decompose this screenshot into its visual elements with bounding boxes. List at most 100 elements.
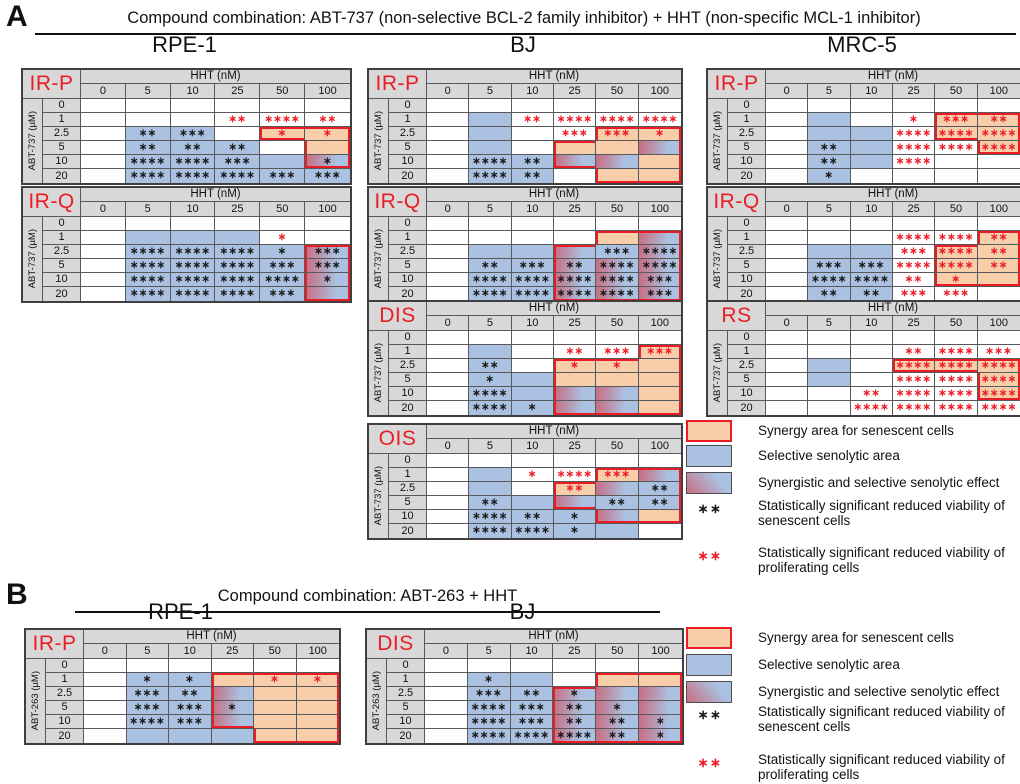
matrix-cell: ∗∗∗∗ — [469, 387, 512, 401]
matrix-cell — [305, 99, 350, 113]
significance-marks: ∗∗∗ — [603, 345, 631, 357]
matrix-cell: ∗ — [808, 169, 851, 183]
significance-marks: ∗∗∗∗ — [599, 288, 635, 299]
matrix-cell — [808, 113, 851, 127]
significance-marks: ∗∗∗∗ — [853, 273, 890, 285]
matrix-cell: ∗∗∗ — [638, 345, 681, 359]
matrix-cell — [170, 217, 216, 231]
matrix-cell — [553, 99, 597, 113]
matrix-cell — [596, 373, 639, 387]
drug-dose-header: 10 — [728, 155, 766, 169]
legend-label: Synergy area for senescent cells — [758, 630, 954, 645]
significance-marks: ∗∗∗∗ — [981, 402, 1017, 413]
significance-marks: ∗∗∗ — [224, 155, 251, 167]
significance-marks: ∗∗∗∗ — [556, 468, 593, 480]
significance-marks: ∗ — [570, 359, 580, 371]
matrix-cell: ∗∗∗∗ — [892, 231, 936, 245]
matrix-cell: ∗∗∗∗ — [850, 401, 893, 415]
matrix-cell: ∗∗∗∗ — [892, 141, 936, 155]
matrix-cell — [553, 331, 597, 345]
matrix-cell — [850, 373, 893, 387]
matrix-cell — [511, 454, 554, 468]
matrix-cell — [254, 659, 297, 673]
significance-marks: ∗∗∗∗ — [472, 288, 508, 299]
matrix-cell — [766, 127, 809, 141]
matrix-a-mrc-5-ir-p: IR-P HHT (nM) 0 5 10 25 50 100 ABT-737 (µM) 0 1 ∗ ∗∗… — [706, 68, 1020, 185]
matrix-cell — [553, 169, 597, 183]
matrix-cell — [638, 359, 681, 373]
matrix-cell: ∗∗∗ — [596, 468, 639, 482]
matrix-cell — [596, 659, 640, 673]
matrix-a-rpe-1-ir-p: IR-P HHT (nM) 0 5 10 25 50 100 ABT-737 (µM) 0 1 ∗∗ ∗… — [21, 68, 352, 185]
drug-dose-header: 20 — [389, 524, 427, 538]
legend-label: Statistically significant reduced viabil… — [758, 704, 1005, 734]
matrix-cell — [169, 729, 212, 743]
matrix-cell: ∗∗ — [125, 127, 171, 141]
matrix-cell: ∗∗ — [169, 687, 212, 701]
matrix-cell: ∗ — [892, 113, 936, 127]
significance-marks: ∗∗∗∗ — [264, 273, 300, 285]
matrix-cell — [81, 273, 126, 287]
matrix-cell: ∗∗∗ — [510, 715, 554, 729]
matrix-cell: ∗∗∗ — [169, 701, 212, 715]
matrix-cell: ∗∗∗∗ — [469, 155, 512, 169]
drug-dose-header: 0 — [728, 217, 766, 231]
matrix-cell: ∗∗∗∗ — [977, 141, 1020, 155]
matrix-cell: ∗∗∗ — [638, 287, 681, 301]
drug-dose-header: 1 — [728, 113, 766, 127]
matrix-cell — [850, 331, 893, 345]
significance-marks: ∗∗∗∗ — [895, 402, 932, 413]
significance-marks: ∗∗∗ — [646, 345, 674, 357]
significance-marks: ∗∗∗ — [314, 245, 341, 257]
significance-marks: ∗ — [655, 127, 665, 139]
matrix-cell: ∗∗∗∗ — [126, 715, 169, 729]
matrix-cell — [81, 113, 126, 127]
matrix-cell: ∗ — [511, 468, 554, 482]
significance-marks: ∗∗∗∗ — [938, 387, 974, 399]
legend-red-asterisks: ∗∗ — [697, 755, 723, 770]
matrix-cell: ∗∗∗∗ — [125, 155, 171, 169]
drug-dose-header: 5 — [389, 496, 427, 510]
matrix-cell: ∗∗∗∗ — [553, 287, 597, 301]
matrix-cell — [638, 231, 681, 245]
drug-dose-header: 2.5 — [389, 245, 427, 259]
matrix-cell — [260, 155, 306, 169]
matrix-cell — [510, 659, 554, 673]
matrix-cell — [260, 141, 306, 155]
hht-dose-header: 25 — [892, 316, 936, 331]
matrix-cell — [305, 141, 350, 155]
cell-line-title: BJ — [509, 599, 536, 624]
matrix-cell — [596, 387, 639, 401]
matrix-cell: ∗∗∗∗ — [935, 359, 978, 373]
matrix-cell: ∗ — [260, 245, 306, 259]
drug-axis-label-text: ABT-737 (µM) — [27, 229, 38, 289]
legend-label: Synergistic and selective senolytic effe… — [758, 475, 1000, 490]
legend-swatch-both — [686, 681, 732, 703]
matrix-cell: ∗ — [639, 729, 682, 743]
matrix-cell — [511, 217, 554, 231]
matrix-cell — [427, 331, 470, 345]
matrix-cell: ∗∗∗ — [260, 169, 306, 183]
legend-label: Selective senolytic area — [758, 448, 900, 463]
significance-marks: ∗∗∗∗ — [981, 127, 1017, 139]
hht-dose-header: 5 — [125, 202, 171, 217]
matrix-cell: ∗∗∗∗ — [170, 287, 216, 301]
matrix-cell — [511, 141, 554, 155]
hht-dose-header: 5 — [808, 202, 851, 217]
matrix-cell: ∗∗∗∗ — [170, 245, 216, 259]
matrix-cell: ∗∗ — [553, 259, 597, 273]
matrix-cell: ∗∗∗∗ — [170, 273, 216, 287]
hht-dose-header: 100 — [639, 644, 682, 659]
matrix-cell: ∗∗∗∗ — [596, 273, 639, 287]
matrix-cell — [553, 387, 597, 401]
significance-marks: ∗∗ — [180, 687, 199, 699]
hht-dose-header: 5 — [808, 316, 851, 331]
matrix-cell — [638, 510, 681, 524]
matrix-cell — [596, 687, 640, 701]
hht-dose-header: 100 — [296, 644, 339, 659]
matrix-cell: ∗∗∗∗ — [935, 127, 978, 141]
matrix-cell — [766, 401, 809, 415]
matrix-cell — [211, 687, 254, 701]
matrix-cell — [596, 231, 639, 245]
significance-marks: ∗ — [185, 673, 195, 685]
